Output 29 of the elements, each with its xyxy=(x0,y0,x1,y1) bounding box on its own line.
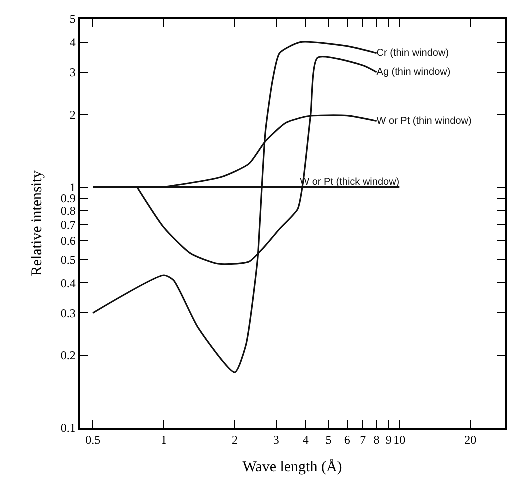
series-label: Ag (thin window) xyxy=(376,66,451,78)
y-tick-label: 0.3 xyxy=(60,306,76,320)
y-tick-label: 2 xyxy=(70,108,76,122)
y-tick-label: 0.7 xyxy=(60,218,76,232)
y-axis-title: Relative intensity xyxy=(30,170,46,276)
x-tick-label: 7 xyxy=(360,433,366,448)
x-tick-label: 5 xyxy=(326,433,332,448)
x-tick-label: 10 xyxy=(394,433,406,448)
x-tick-label: 3 xyxy=(273,433,280,448)
x-axis-title: Wave length (Å) xyxy=(242,458,342,476)
y-tick-label: 5 xyxy=(70,12,76,26)
series-label: Cr (thin window) xyxy=(376,48,450,59)
x-tick-label: 2 xyxy=(232,433,238,448)
y-tick-label: 0.1 xyxy=(60,421,76,436)
x-tick-label: 8 xyxy=(374,433,380,448)
x-tick-label: 1 xyxy=(161,433,168,448)
x-tick-label: 4 xyxy=(302,433,309,448)
y-tick-label: 0.5 xyxy=(60,252,76,267)
x-tick-label: 9 xyxy=(386,433,392,448)
x-tick-label: 0.5 xyxy=(86,433,101,448)
y-tick-label: 3 xyxy=(70,66,76,80)
y-tick-label: 0.6 xyxy=(60,234,76,248)
y-tick-label: 0.8 xyxy=(60,204,76,218)
y-tick-label: 0.4 xyxy=(60,276,76,290)
series-label: W or Pt (thin window) xyxy=(376,116,472,127)
x-tick-label: 20 xyxy=(464,433,477,448)
y-tick-label: 4 xyxy=(70,36,76,50)
x-tick-label: 6 xyxy=(344,433,350,448)
y-tick-label: 0.2 xyxy=(60,348,76,363)
